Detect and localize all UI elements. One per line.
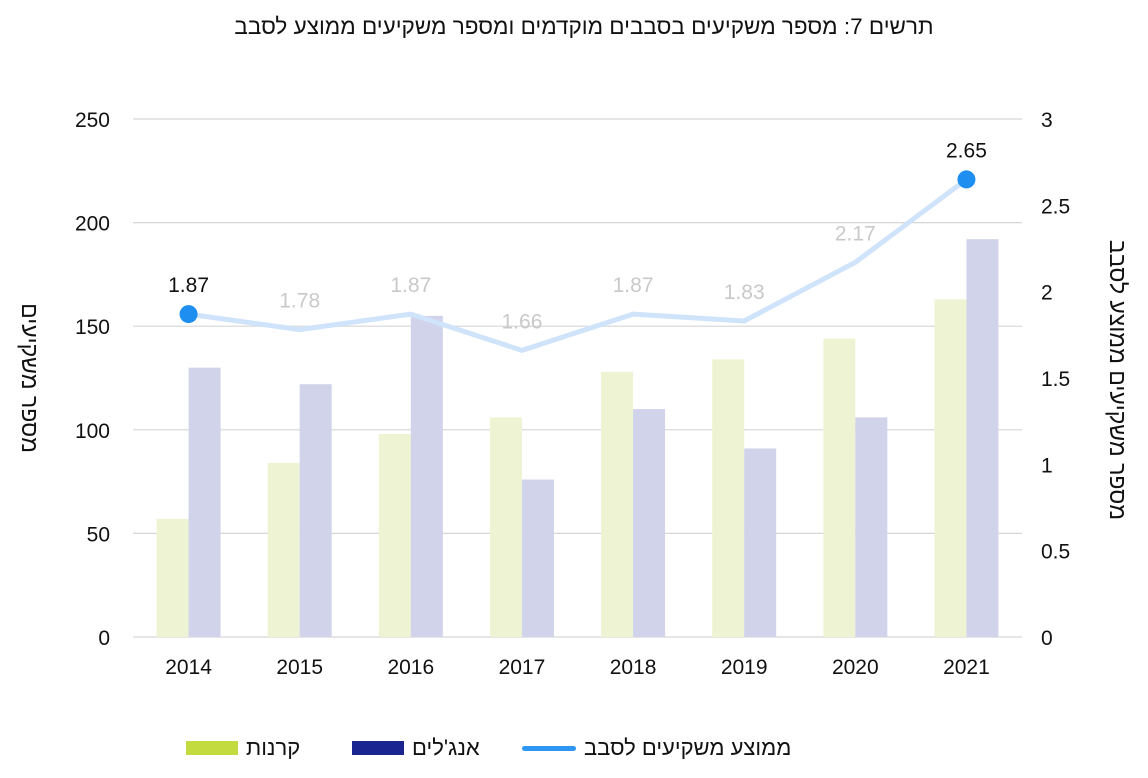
bar-angels bbox=[410, 315, 443, 637]
average-line-path bbox=[186, 176, 969, 353]
bar-angels bbox=[966, 239, 999, 637]
y-left-tick-label: 50 bbox=[87, 523, 110, 546]
x-tick-label: 2020 bbox=[832, 656, 879, 679]
y-right-tick-label: 1 bbox=[1041, 454, 1053, 477]
legend-swatch-funds bbox=[186, 741, 238, 755]
line-data-label: 1.78 bbox=[279, 290, 320, 313]
legend-swatch-average bbox=[522, 745, 576, 751]
legend-item-angels: אנג'לים bbox=[352, 735, 480, 761]
chart-title: תרשים 7: מספר משקיעים בסבבים מוקדמים ומס… bbox=[234, 14, 934, 39]
y-right-tick-label: 0.5 bbox=[1041, 541, 1070, 564]
average-line: 1.87 1.78 1.87 1.66 1.87 1.83 2.17 2.65 bbox=[168, 139, 987, 353]
y-left-tick-label: 150 bbox=[75, 316, 110, 339]
y-right-axis-title: מספר משקיעים ממוצע לסבב bbox=[1105, 240, 1131, 520]
x-tick-label: 2017 bbox=[499, 656, 546, 679]
gridlines bbox=[133, 118, 1022, 638]
y-right-tick-label: 1.5 bbox=[1041, 368, 1070, 391]
bar-angels bbox=[744, 448, 777, 637]
bar-funds bbox=[934, 299, 967, 637]
line-data-label: 2.17 bbox=[835, 222, 876, 245]
bar-angels bbox=[855, 417, 888, 637]
legend-label-average: ממוצע משקיעים לסבב bbox=[584, 735, 792, 760]
line-data-label: 1.66 bbox=[502, 310, 543, 333]
line-point-marker bbox=[957, 170, 976, 189]
bar-funds bbox=[601, 371, 634, 637]
legend-item-average: ממוצע משקיעים לסבב bbox=[522, 735, 791, 761]
y-left-axis-title: מספר משקיעים bbox=[17, 303, 43, 453]
bar-angels bbox=[188, 367, 221, 637]
bar-funds bbox=[712, 359, 745, 637]
bars bbox=[156, 239, 999, 637]
y-left-tick-label: 250 bbox=[75, 109, 110, 132]
bar-funds bbox=[267, 462, 300, 637]
legend-item-funds: קרנות bbox=[186, 735, 300, 761]
legend-label-funds: קרנות bbox=[246, 735, 301, 760]
bar-angels bbox=[521, 479, 554, 637]
bar-funds bbox=[489, 417, 522, 637]
line-data-label: 2.65 bbox=[946, 139, 987, 162]
bar-funds bbox=[156, 518, 189, 637]
line-data-label: 1.87 bbox=[613, 274, 654, 297]
legend-label-angels: אנג'לים bbox=[412, 735, 480, 760]
y-right-tick-label: 2.5 bbox=[1041, 195, 1070, 218]
bar-funds bbox=[378, 433, 411, 637]
bar-angels bbox=[299, 384, 332, 637]
x-tick-label: 2021 bbox=[943, 656, 990, 679]
x-tick-label: 2018 bbox=[610, 656, 657, 679]
line-data-label: 1.87 bbox=[390, 274, 431, 297]
legend-swatch-angels bbox=[352, 741, 404, 755]
bar-angels bbox=[633, 409, 666, 637]
axes: 0 50 100 150 200 250 0 0.5 1 1.5 2 2.5 3 2014 2015 2016… bbox=[17, 109, 1131, 679]
x-tick-label: 2014 bbox=[165, 656, 212, 679]
y-right-tick-label: 0 bbox=[1041, 627, 1053, 650]
line-point-marker bbox=[179, 305, 198, 324]
y-left-tick-label: 200 bbox=[75, 213, 110, 236]
y-left-tick-label: 0 bbox=[98, 627, 110, 650]
x-tick-label: 2016 bbox=[387, 656, 434, 679]
x-tick-label: 2019 bbox=[721, 656, 768, 679]
bar-funds bbox=[823, 338, 856, 637]
y-left-tick-label: 100 bbox=[75, 420, 110, 443]
y-right-tick-label: 2 bbox=[1041, 282, 1053, 305]
line-data-label: 1.87 bbox=[168, 274, 209, 297]
y-right-tick-label: 3 bbox=[1041, 109, 1053, 132]
x-tick-label: 2015 bbox=[276, 656, 323, 679]
chart: 1.87 1.78 1.87 1.66 1.87 1.83 2.17 2.65 0 50 100 1… bbox=[17, 109, 1131, 679]
legend: קרנות אנג'לים ממוצע משקיעים לסבב bbox=[0, 735, 1148, 767]
line-data-label: 1.83 bbox=[724, 281, 765, 304]
